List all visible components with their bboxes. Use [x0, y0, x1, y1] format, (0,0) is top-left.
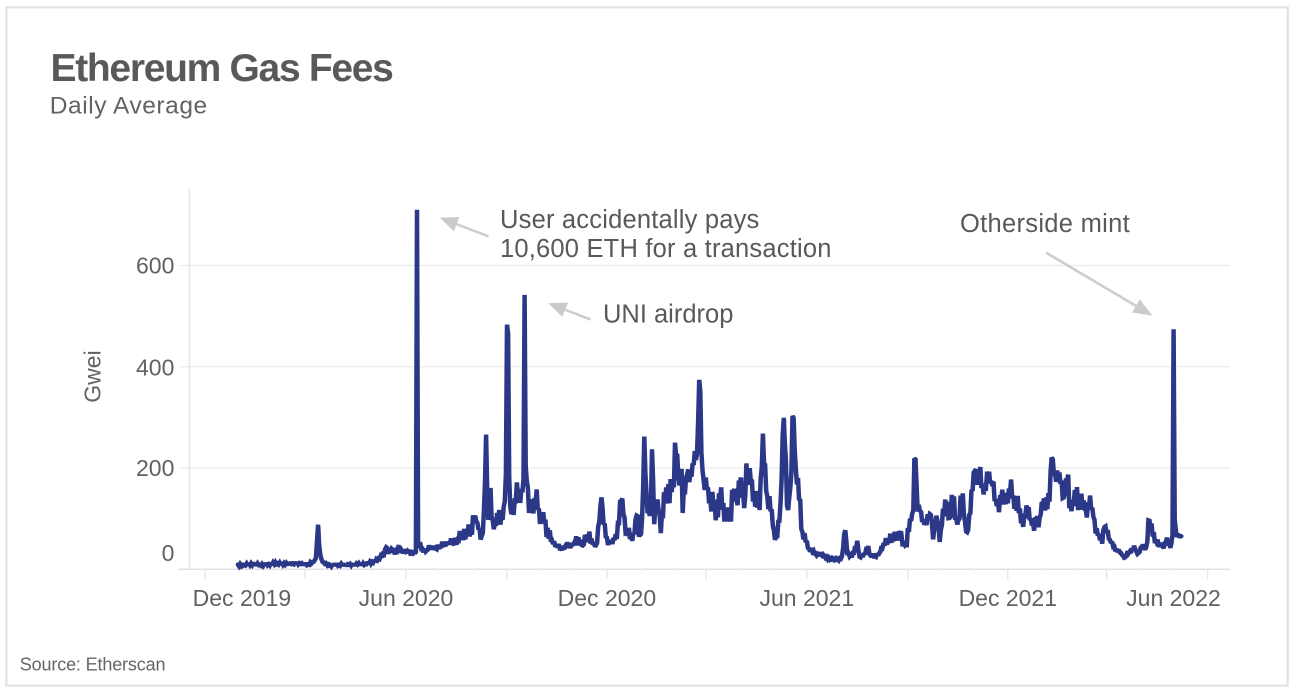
svg-text:Gwei: Gwei — [80, 350, 106, 402]
svg-text:10,600 ETH for a transaction: 10,600 ETH for a transaction — [500, 235, 832, 263]
svg-text:Dec 2019: Dec 2019 — [193, 585, 291, 611]
svg-text:Ethereum Gas Fees: Ethereum Gas Fees — [51, 47, 394, 90]
svg-text:Dec 2020: Dec 2020 — [558, 585, 656, 611]
svg-text:200: 200 — [136, 455, 174, 481]
svg-text:Otherside mint: Otherside mint — [960, 210, 1130, 238]
svg-text:Daily Average: Daily Average — [50, 93, 208, 120]
svg-text:Jun 2020: Jun 2020 — [359, 585, 454, 611]
svg-text:0: 0 — [162, 540, 175, 566]
svg-text:UNI airdrop: UNI airdrop — [603, 300, 733, 328]
svg-text:Source: Etherscan: Source: Etherscan — [20, 654, 166, 674]
svg-text:400: 400 — [136, 355, 174, 381]
svg-text:User accidentally pays: User accidentally pays — [500, 206, 760, 234]
svg-text:Jun 2022: Jun 2022 — [1126, 585, 1221, 611]
svg-text:Dec 2021: Dec 2021 — [959, 585, 1057, 611]
svg-text:Jun 2021: Jun 2021 — [759, 585, 854, 611]
svg-text:600: 600 — [136, 253, 174, 279]
